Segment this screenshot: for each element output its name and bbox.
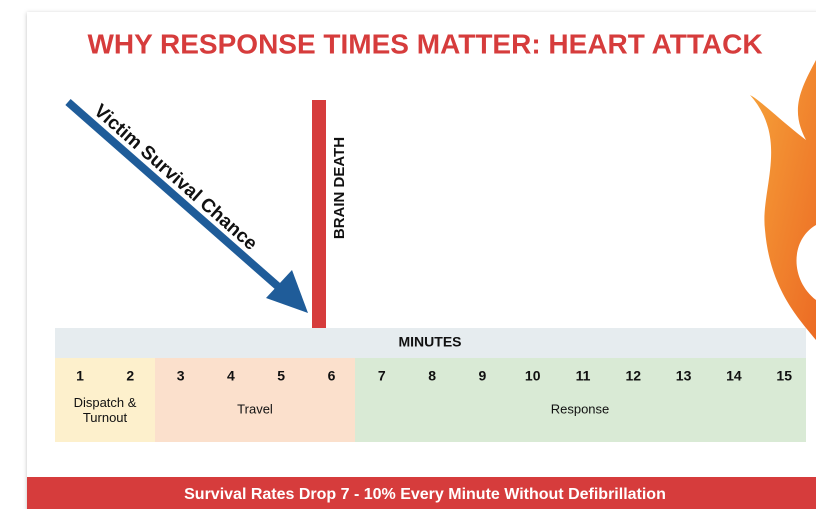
minute-label: 8 <box>428 368 436 384</box>
minute-label: 14 <box>726 368 742 384</box>
brain-death-bar <box>312 100 326 328</box>
minute-label: 10 <box>525 368 541 384</box>
minute-label: 2 <box>126 368 134 384</box>
phase-label: Travel <box>237 401 273 416</box>
minute-label: 3 <box>177 368 185 384</box>
minute-label: 7 <box>378 368 386 384</box>
minute-label: 13 <box>676 368 692 384</box>
minute-label: 12 <box>626 368 642 384</box>
minute-label: 11 <box>576 368 591 384</box>
footer-text: Survival Rates Drop 7 - 10% Every Minute… <box>184 486 666 503</box>
brain-death-label: BRAIN DEATH <box>331 137 348 239</box>
minute-label: 1 <box>76 368 84 384</box>
minute-label: 5 <box>277 368 285 384</box>
minute-label: 9 <box>479 368 487 384</box>
minute-label: 6 <box>328 368 336 384</box>
infographic: WHY RESPONSE TIMES MATTER: HEART ATTACK … <box>0 0 816 509</box>
title: WHY RESPONSE TIMES MATTER: HEART ATTACK <box>87 28 762 59</box>
timeline-header-label: MINUTES <box>399 334 462 350</box>
minute-label: 15 <box>776 368 792 384</box>
minute-label: 4 <box>227 368 235 384</box>
phase-travel <box>155 358 355 442</box>
phase-label: Response <box>551 401 610 416</box>
